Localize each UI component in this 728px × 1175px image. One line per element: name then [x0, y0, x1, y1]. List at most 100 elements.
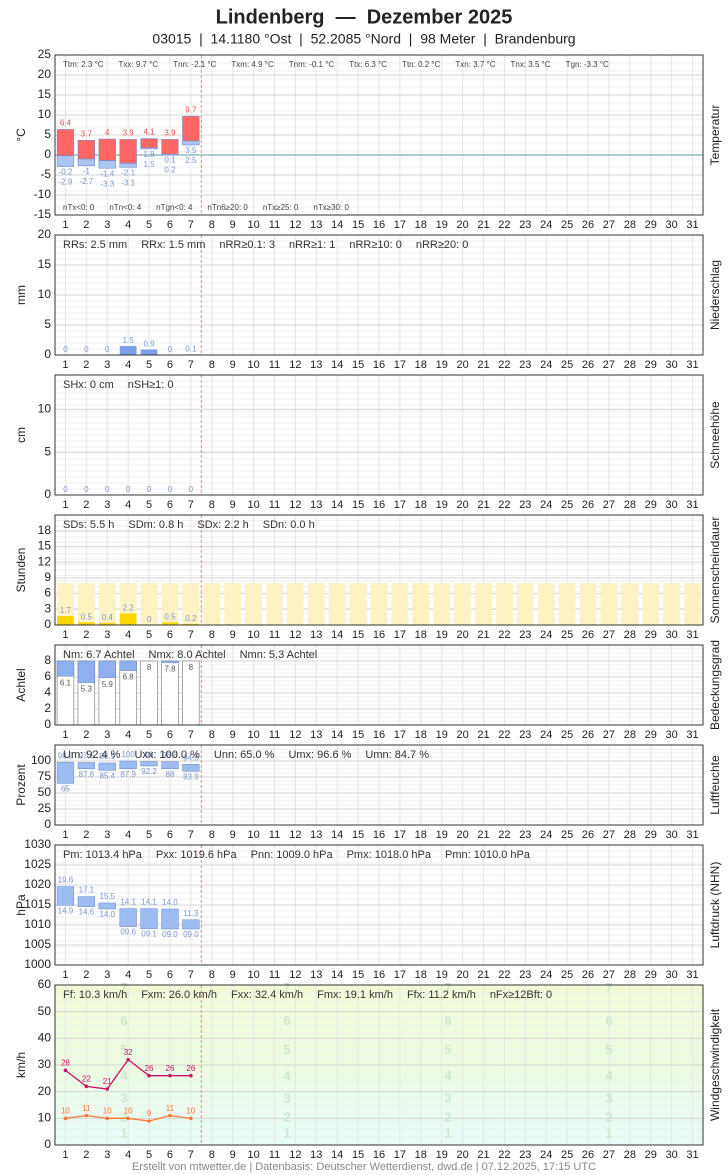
day-label: 28 [624, 219, 636, 231]
statistic: Unn: 65.0 % [214, 749, 275, 761]
day-label: 13 [310, 499, 322, 511]
statistic: nRR≥1: 1 [289, 239, 335, 251]
day-label: 26 [582, 1149, 594, 1161]
day-label: 22 [498, 359, 510, 371]
day-label: 30 [666, 729, 678, 741]
value-label: 21 [103, 1077, 112, 1086]
day-label: 26 [582, 219, 594, 231]
value-label: 85.4 [99, 771, 115, 780]
beaufort-number: 4 [444, 1068, 452, 1083]
day-label: 25 [561, 969, 573, 981]
beaufort-number: 1 [605, 1125, 612, 1140]
statistic: Umn: 84.7 % [365, 749, 429, 761]
range-bar [119, 908, 137, 927]
bar [98, 583, 116, 625]
day-label: 31 [686, 829, 698, 841]
day-label: 6 [167, 829, 173, 841]
y-tick-label: 5 [44, 444, 51, 458]
value-label: 4 [105, 128, 110, 137]
day-label: 1 [62, 219, 68, 231]
panel-label: Windgeschwindigkeit [708, 1008, 722, 1121]
y-axis-label: hPa [14, 894, 28, 916]
y-tick-label: 12 [38, 554, 52, 568]
statistic: Txn: 3.7 °C [455, 60, 495, 69]
point [84, 1113, 89, 1118]
panel-label: Sonnenscheindauer [708, 517, 722, 624]
bar [224, 583, 242, 625]
day-label: 8 [209, 969, 215, 981]
bar [433, 583, 451, 625]
value-label: -1 [83, 167, 91, 176]
value-label: 0.4 [102, 613, 114, 622]
value-label: 6.1 [60, 678, 72, 687]
day-label: 23 [519, 359, 531, 371]
range-bar [182, 115, 200, 142]
beaufort-number: 1 [283, 1125, 290, 1140]
beaufort-number: 2 [605, 1110, 612, 1125]
day-label: 30 [666, 629, 678, 641]
bar [412, 583, 430, 625]
y-tick-label: 10 [38, 401, 52, 415]
value-label: 83.9 [183, 772, 199, 781]
y-tick-label: 60 [38, 977, 52, 991]
day-label: 19 [436, 829, 448, 841]
day-label: 4 [125, 359, 131, 371]
beaufort-number: 1 [120, 1125, 127, 1140]
subtitle: 03015 | 14.1180 °Ost | 52.2085 °Nord | 9… [152, 31, 575, 47]
day-label: 15 [352, 219, 364, 231]
range-bar [161, 908, 179, 930]
day-label: 10 [247, 629, 259, 641]
day-label: 11 [269, 969, 280, 981]
day-label: 9 [230, 729, 236, 741]
value-label: 2.5 [185, 156, 197, 165]
y-tick-label: -10 [34, 187, 52, 201]
day-label: 13 [310, 359, 322, 371]
day-label: 22 [498, 499, 510, 511]
y-tick-label: 8 [44, 653, 51, 667]
value-label: 5.3 [81, 685, 93, 694]
day-label: 10 [247, 499, 259, 511]
statistic: Nm: 6.7 Achtel [63, 649, 135, 661]
beaufort-number: 5 [283, 1042, 290, 1057]
value-label: 97.6 [79, 752, 95, 761]
statistic: Fxm: 26.0 km/h [141, 989, 217, 1001]
value-label: 14.1 [120, 898, 136, 907]
statistic: SDx: 2.2 h [197, 519, 248, 531]
cloud-bar [161, 660, 179, 663]
plot-frame [54, 844, 704, 966]
range-bar [56, 129, 75, 157]
point [126, 1116, 130, 1121]
day-label: 1 [62, 359, 68, 371]
bar [516, 583, 534, 625]
point [147, 1119, 151, 1123]
value-label: 0.1 [185, 345, 197, 354]
cloud-bar [56, 660, 75, 677]
beaufort-number: 1 [444, 1125, 451, 1140]
point [168, 1113, 172, 1118]
day-label: 27 [603, 219, 615, 231]
point [147, 1073, 151, 1078]
day-label: 19 [436, 969, 448, 981]
value-label: 88 [166, 770, 175, 779]
y-tick-label: 0 [44, 347, 51, 361]
day-label: 28 [624, 629, 636, 641]
day-label: 1 [62, 729, 68, 741]
day-label: 14 [331, 219, 343, 231]
y-tick-label: 100 [31, 753, 51, 767]
day-label: 13 [310, 629, 322, 641]
day-label: 16 [373, 359, 385, 371]
value-label: -2.9 [59, 178, 73, 187]
value-label: 0.1 [164, 156, 176, 165]
day-label: 2 [83, 729, 89, 741]
day-label: 2 [83, 829, 89, 841]
cloud-bar [98, 660, 116, 679]
y-tick-label: 1020 [24, 877, 51, 891]
statistic: Pm: 1013.4 hPa [63, 849, 143, 861]
value-label: 92.2 [141, 767, 157, 776]
value-label: 0 [84, 345, 89, 354]
beaufort-number: 3 [283, 1091, 290, 1106]
value-label: 09.1 [141, 930, 157, 939]
day-label: 31 [686, 629, 698, 641]
beaufort-number: 2 [120, 1110, 127, 1125]
day-label: 12 [289, 359, 301, 371]
